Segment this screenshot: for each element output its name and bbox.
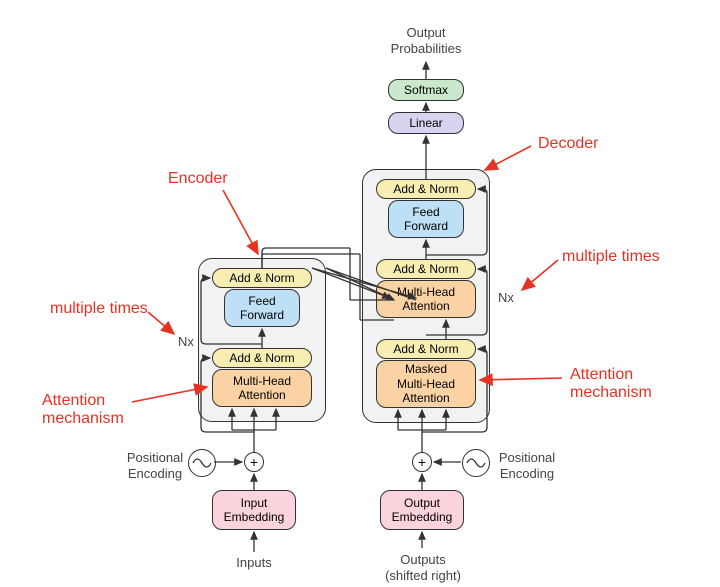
label-outputs: Outputs(shifted right) <box>382 552 464 583</box>
arrows-overlay <box>0 0 720 587</box>
box-enc-mha: Multi-HeadAttention <box>212 369 312 407</box>
label-positional-encoding-right: PositionalEncoding <box>494 450 560 481</box>
box-enc-addnorm1: Add & Norm <box>212 348 312 368</box>
label-output-probabilities: OutputProbabilities <box>386 25 466 56</box>
box-output-embedding: OutputEmbedding <box>380 490 464 530</box>
box-enc-ff: FeedForward <box>224 289 300 327</box>
box-input-embedding: InputEmbedding <box>212 490 296 530</box>
plus-icon: + <box>412 452 432 472</box>
sine-icon <box>188 449 216 477</box>
box-enc-addnorm2: Add & Norm <box>212 268 312 288</box>
nx-label-decoder: Nx <box>498 290 514 305</box>
sine-icon <box>462 449 490 477</box>
annotation-decoder: Decoder <box>538 135 598 153</box>
nx-label-encoder: Nx <box>178 334 194 349</box>
box-dec-mha: Multi-HeadAttention <box>376 280 476 318</box>
annotation-encoder: Encoder <box>168 170 228 188</box>
box-softmax: Softmax <box>388 79 464 101</box>
annotation-multiple-times-left: multiple times <box>50 300 148 318</box>
annotation-multiple-times-right: multiple times <box>562 248 660 266</box>
box-dec-mmha: MaskedMulti-HeadAttention <box>376 360 476 408</box>
label-positional-encoding-left: PositionalEncoding <box>122 450 188 481</box>
annotation-attention-left: Attentionmechanism <box>42 392 124 429</box>
box-linear: Linear <box>388 112 464 134</box>
annotation-attention-right: Attentionmechanism <box>570 366 652 403</box>
label-inputs: Inputs <box>234 555 274 571</box>
box-dec-addnorm3: Add & Norm <box>376 179 476 199</box>
box-dec-ff: FeedForward <box>388 200 464 238</box>
plus-icon: + <box>244 452 264 472</box>
box-dec-addnorm2: Add & Norm <box>376 259 476 279</box>
box-dec-addnorm1: Add & Norm <box>376 339 476 359</box>
